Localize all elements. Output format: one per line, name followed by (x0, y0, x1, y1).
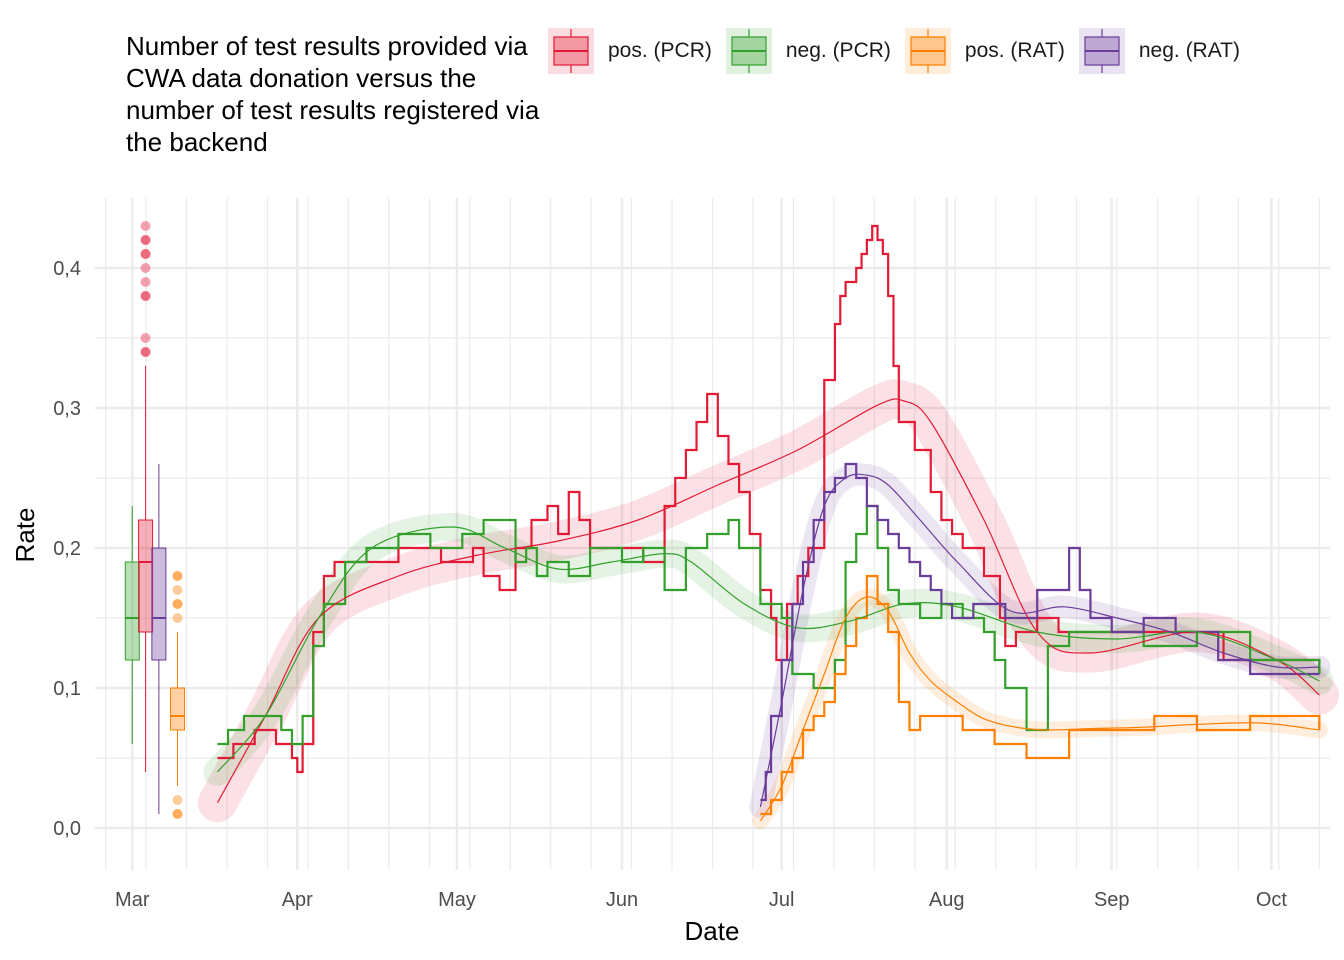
x-axis-label: Date (685, 916, 740, 946)
boxplot-outlier (172, 585, 183, 595)
boxplot-outlier (172, 571, 183, 581)
legend-item-pos-rat: pos. (RAT) (904, 28, 1065, 74)
legend-label: neg. (RAT) (1138, 39, 1240, 62)
series-smooth-lines (216, 398, 1320, 822)
legend-key-neg-pcr (725, 28, 772, 74)
x-tick-label: Mar (115, 889, 150, 911)
boxplot-outlier (172, 613, 183, 623)
boxplot-box (138, 519, 154, 633)
boxplot-box (151, 547, 167, 661)
boxplot-outlier (140, 235, 151, 245)
x-tick-label: Oct (1256, 889, 1288, 911)
smooth-line-neg_pcr (216, 526, 1320, 773)
chart-title: Number of test results provided via CWA … (126, 31, 540, 157)
boxplot-outlier (172, 571, 183, 581)
boxplot-outlier (140, 249, 151, 259)
boxplot-outlier (172, 809, 183, 819)
x-tick-label: Aug (929, 889, 965, 911)
legend-key-pos-pcr (548, 28, 594, 74)
legend-key-pos-rat (904, 28, 951, 74)
legend-label: neg. (PCR) (785, 39, 891, 62)
boxplot-box (124, 561, 140, 661)
legend: pos. (PCR) neg. (PCR) pos. (RAT) neg. (R… (548, 28, 1254, 74)
boxplot-outlier (140, 347, 151, 357)
legend-item-neg-pcr: neg. (PCR) (725, 28, 891, 74)
smooth-line-pos_pcr (216, 398, 1320, 804)
y-tick-label: 0,0 (53, 818, 81, 840)
step-line-pos_pcr (217, 224, 1321, 774)
boxplot-outlier (172, 599, 183, 609)
boxplot-outlier (172, 599, 183, 609)
x-tick-label: Jun (606, 889, 638, 911)
boxplot-outlier (140, 291, 151, 301)
boxplot-box (170, 687, 186, 731)
step-line-neg_rat (760, 462, 1320, 802)
boxplot-outlier (140, 249, 151, 259)
boxplot-outlier (140, 333, 151, 343)
y-tick-label: 0,4 (53, 258, 81, 280)
grid-lines (95, 198, 1330, 870)
step-line-neg_pcr (217, 504, 1321, 746)
x-tick-label: Sep (1094, 889, 1130, 911)
legend-item-pos-pcr: pos. (PCR) (548, 28, 712, 74)
y-tick-label: 0,2 (53, 538, 81, 560)
smooth-line-pos_rat (759, 596, 1320, 822)
legend-key-neg-rat (1078, 28, 1125, 74)
boxplot-outlier (172, 795, 183, 805)
legend-item-neg-rat: neg. (RAT) (1078, 28, 1240, 74)
x-tick-label: Apr (282, 889, 313, 911)
boxplot-outlier (140, 291, 151, 301)
y-tick-label: 0,1 (53, 678, 81, 700)
boxplot-outlier (140, 347, 151, 357)
boxplot-outlier (140, 263, 151, 273)
x-tick-label: Jul (769, 889, 795, 911)
boxplots (124, 221, 186, 819)
smooth-line-neg_rat (759, 473, 1320, 808)
y-axis-label: Rate (10, 508, 40, 563)
boxplot-outlier (140, 235, 151, 245)
legend-label: pos. (PCR) (608, 39, 712, 62)
boxplot-outlier (140, 277, 151, 287)
boxplot-outlier (140, 221, 151, 231)
boxplot-outlier (172, 809, 183, 819)
y-tick-label: 0,3 (53, 398, 81, 420)
axes: 0,0 0,1 0,2 0,3 0,4 Mar Apr May Jun Jul Aug Sep Oct (53, 258, 1287, 911)
x-tick-label: May (438, 889, 476, 911)
legend-label: pos. (RAT) (964, 39, 1065, 62)
